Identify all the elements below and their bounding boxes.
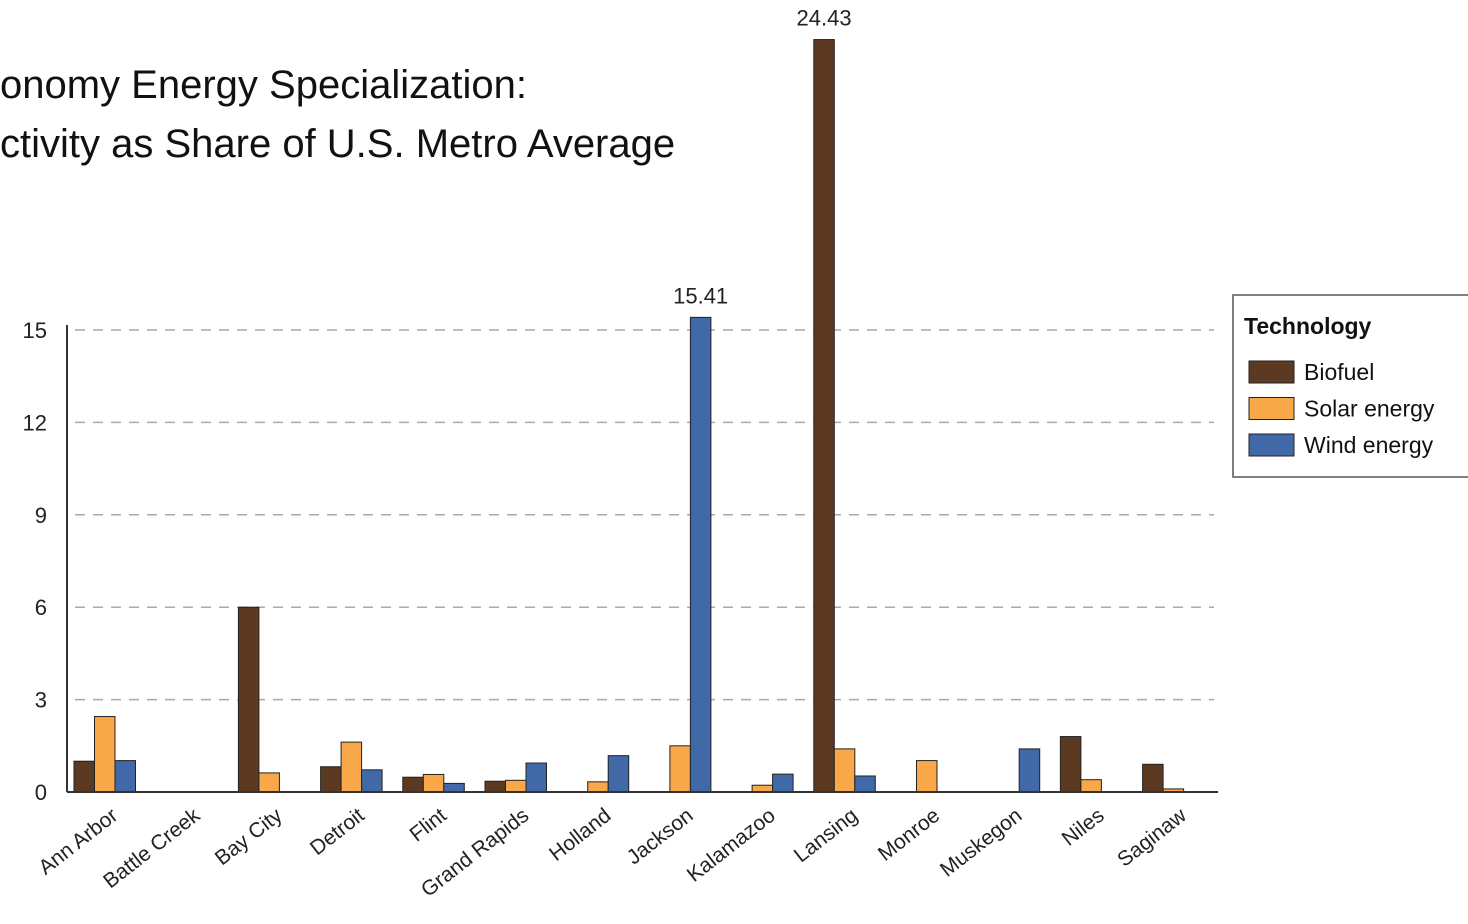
data-labels: 15.41 24.43 (673, 6, 851, 309)
y-tick-label: 9 (35, 503, 47, 528)
bar-biofuel-saginaw (1142, 763, 1164, 793)
chart-title-line: onomy Energy Specialization: (0, 63, 527, 107)
legend-title: Technology (1244, 313, 1372, 339)
legend-swatch-solar-energy (1248, 397, 1295, 420)
bar-solar-energy-kalamazoo (751, 784, 774, 793)
bar-biofuel-flint (402, 776, 424, 793)
bar-biofuel-niles (1059, 736, 1082, 793)
y-tick-label: 3 (35, 688, 47, 713)
y-tick-label: 15 (23, 318, 47, 343)
bar-wind-energy-lansing (854, 775, 876, 793)
y-axis-ticks: 0 3 6 9 12 15 (23, 318, 47, 805)
bar-solar-energy-grand-rapids (505, 779, 527, 793)
bar-solar-energy-holland (587, 781, 609, 793)
bar-wind-energy-grand-rapids (525, 762, 547, 793)
y-tick-label: 6 (35, 595, 47, 620)
x-tick-label-detroit: Detroit (306, 804, 369, 860)
x-tick-label-bay-city: Bay City (211, 804, 287, 871)
x-tick-label-kalamazoo: Kalamazoo (683, 804, 780, 887)
bar-solar-energy-ann-arbor (94, 716, 116, 793)
bar-wind-energy-flint (443, 782, 465, 793)
x-tick-label-monroe: Monroe (874, 804, 944, 866)
bar-wind-energy-holland (607, 755, 630, 793)
chart-title: onomy Energy Specialization: ctivity as S… (0, 63, 675, 166)
x-tick-label-muskegon: Muskegon (936, 804, 1027, 882)
y-tick-label: 12 (23, 410, 47, 435)
bar-solar-energy-monroe (916, 760, 938, 793)
y-tick-label: 0 (35, 780, 47, 805)
bar-wind-energy-ann-arbor (114, 760, 136, 793)
legend-swatch-wind-energy (1248, 433, 1295, 457)
bar-biofuel-bay-city (237, 606, 260, 793)
x-tick-label-saginaw: Saginaw (1113, 803, 1191, 871)
legend: Technology Biofuel Solar energy Wind energy (1232, 294, 1468, 478)
bar-solar-energy-jackson (669, 745, 691, 793)
bar-biofuel-ann-arbor (73, 760, 95, 793)
data-label-lansing: 24.43 (797, 6, 852, 31)
bar-solar-energy-lansing (833, 748, 856, 793)
x-tick-label-jackson: Jackson (623, 804, 698, 870)
bars (73, 39, 1185, 793)
bar-wind-energy-detroit (361, 769, 383, 793)
x-tick-label-holland: Holland (545, 804, 615, 866)
bar-wind-energy-muskegon (1018, 748, 1041, 793)
x-tick-label-lansing: Lansing (790, 804, 862, 867)
bar-solar-energy-niles (1080, 779, 1102, 793)
chart-title-line: ctivity as Share of U.S. Metro Average (0, 122, 675, 166)
legend-label-wind-energy: Wind energy (1304, 432, 1434, 458)
x-tick-label-flint: Flint (406, 804, 452, 847)
bar-solar-energy-detroit (340, 741, 363, 793)
bar-biofuel-grand-rapids (484, 780, 506, 793)
bar-wind-energy-kalamazoo (772, 773, 794, 793)
bar-solar-energy-bay-city (258, 772, 280, 793)
axes (66, 325, 1218, 793)
bar-solar-energy-flint (422, 773, 445, 793)
bar-wind-energy-jackson (689, 316, 712, 793)
gridlines (75, 329, 1214, 701)
data-label-jackson: 15.41 (673, 283, 728, 308)
x-tick-label-niles: Niles (1058, 804, 1109, 851)
legend-swatch-biofuel (1248, 360, 1295, 384)
bar-biofuel-detroit (320, 766, 342, 793)
bar-biofuel-lansing (813, 39, 835, 793)
legend-label-biofuel: Biofuel (1304, 359, 1374, 385)
legend-label-solar-energy: Solar energy (1304, 396, 1435, 422)
